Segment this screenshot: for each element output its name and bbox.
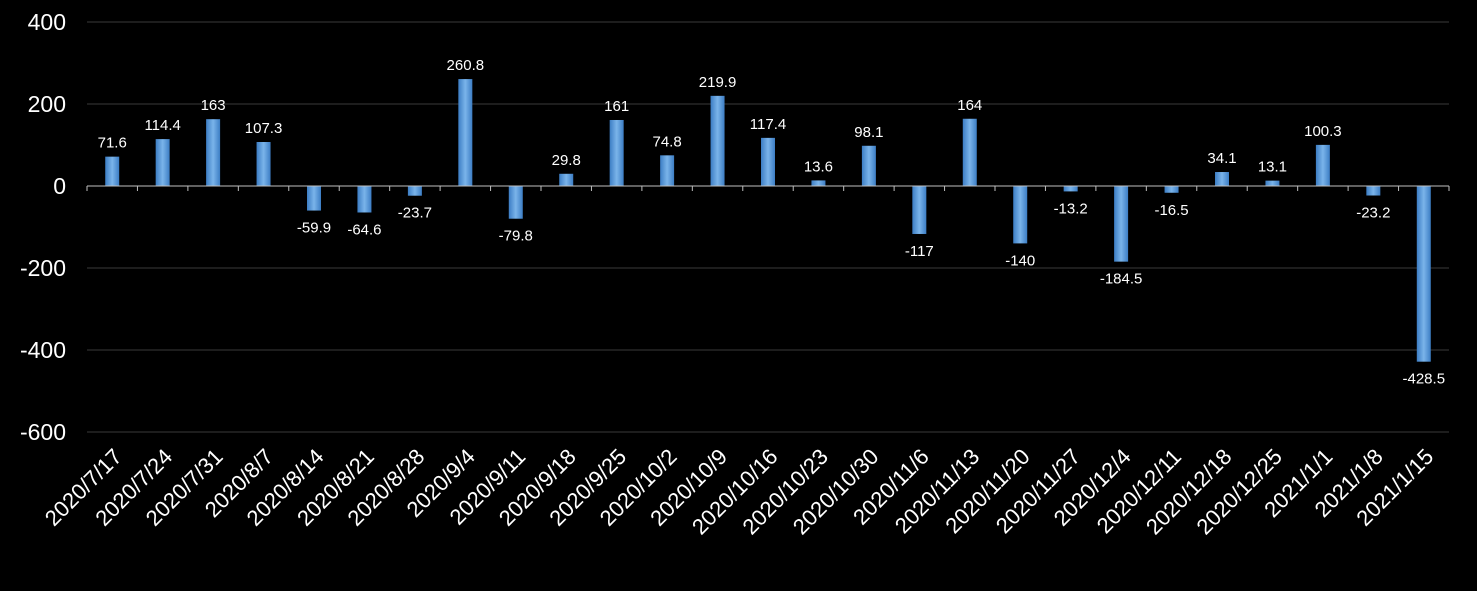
bar [105,156,120,186]
data-label: -79.8 [499,228,533,245]
data-label: 100.3 [1304,123,1342,140]
bar [1265,180,1280,186]
bar [1366,186,1381,196]
bar [256,142,271,186]
bar [761,137,775,186]
bars [105,79,1431,362]
bar [962,118,977,186]
data-label: -59.9 [297,220,331,237]
bar [861,145,876,186]
x-axis [86,185,1450,191]
data-label: -184.5 [1100,271,1143,288]
data-label: 219.9 [699,74,737,91]
data-label: -23.2 [1356,205,1390,222]
data-label: -64.6 [347,221,381,238]
data-label: 13.6 [804,158,833,175]
data-label: -117 [905,243,934,260]
bar [559,173,574,186]
bar [660,155,675,186]
bar [1315,144,1330,186]
bar [1013,186,1028,244]
data-label: 98.1 [854,124,883,141]
bar [155,139,170,186]
gridlines [87,21,1449,433]
bar [912,186,927,234]
bar [307,186,321,211]
bar [811,180,826,186]
y-tick-label: -600 [20,419,66,445]
bar [357,186,372,213]
bar [206,119,221,186]
y-tick-label: -200 [20,255,66,281]
bar [1164,186,1179,193]
x-axis-category-labels: 2020/7/172020/7/242020/7/312020/8/72020/… [40,444,1438,540]
data-label: 161 [604,98,629,115]
data-label: 29.8 [552,152,581,169]
bar [407,186,422,196]
data-label: 74.8 [653,133,682,150]
data-label: -23.7 [398,205,432,222]
bar [1416,186,1431,362]
bar [508,186,523,219]
y-tick-label: 400 [28,9,66,35]
data-label: -140 [1005,252,1035,269]
bar [1215,172,1229,186]
data-label: 117.4 [750,116,786,133]
y-axis-tick-labels: 400 200 0 -200 -400 -600 [20,9,66,445]
y-tick-label: 200 [28,91,66,117]
bar [710,95,725,186]
data-label: -16.5 [1154,202,1188,219]
data-label: -428.5 [1403,371,1446,388]
y-tick-label: 0 [53,173,66,199]
data-label: -13.2 [1054,200,1088,217]
data-label: 13.1 [1258,159,1287,176]
y-tick-label: -400 [20,337,66,363]
data-label: 163 [201,97,226,114]
data-label: 107.3 [245,120,283,137]
data-label: 114.4 [144,117,180,134]
data-label: 71.6 [98,135,127,152]
data-label: 34.1 [1207,150,1236,167]
bar [1114,186,1129,262]
bar [1063,186,1078,192]
bar [458,79,473,186]
data-labels: 71.6 114.4 163 107.3 -59.9 -64.6 -23.7 260.8 -79… [98,57,1445,388]
data-label: 164 [957,97,982,114]
data-label: 260.8 [447,57,485,74]
bar [609,119,624,186]
